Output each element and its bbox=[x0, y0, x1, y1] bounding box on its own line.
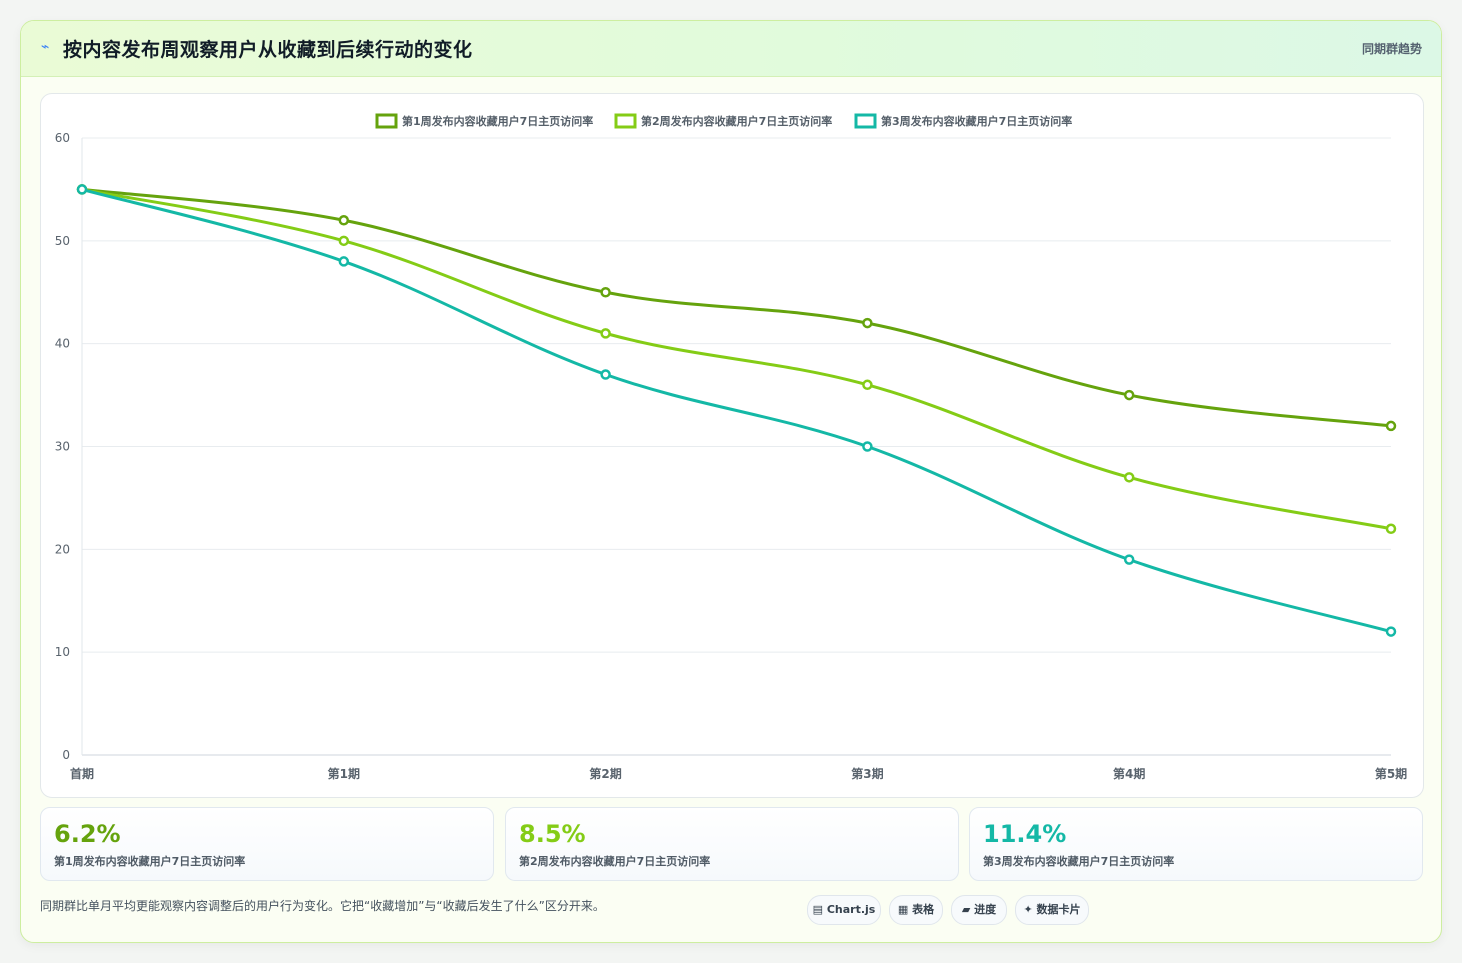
data-point bbox=[76, 184, 88, 195]
card-header: ⌁ 按内容发布周观察用户从收藏到后续行动的变化 同期群趋势 bbox=[21, 21, 1441, 77]
data-point bbox=[338, 215, 350, 226]
data-point bbox=[338, 256, 350, 267]
card-tag: 同期群趋势 bbox=[1361, 42, 1422, 56]
data-point bbox=[1385, 523, 1397, 535]
line-chart: 0 10 20 30 40 50 60 首期 第1期 第2期 第3期 第4期 第5期 第1周发布内容收藏用… bbox=[55, 113, 1407, 781]
data-point bbox=[1123, 554, 1135, 565]
pill-data-cards[interactable]: ✦ 数据卡片 bbox=[1015, 895, 1089, 925]
data-point bbox=[1123, 472, 1135, 483]
x-tick-label: 第1期 bbox=[328, 766, 360, 781]
x-tick-label: 第5期 bbox=[1375, 766, 1407, 781]
x-tick-label: 第4期 bbox=[1113, 766, 1145, 781]
data-point bbox=[1385, 626, 1397, 637]
data-point bbox=[862, 441, 873, 452]
legend-label: 第3周发布内容收藏用户7日主页访问率 bbox=[881, 114, 1072, 128]
data-point bbox=[862, 317, 873, 329]
stat-label: 第1周发布内容收藏用户7日主页访问率 bbox=[54, 855, 246, 868]
legend-label: 第2周发布内容收藏用户7日主页访问率 bbox=[641, 114, 832, 128]
y-tick-label: 40 bbox=[55, 337, 70, 351]
data-point bbox=[1123, 389, 1135, 401]
data-point bbox=[338, 235, 350, 247]
stat-card-3: 11.4% 第3周发布内容收藏用户7日主页访问率 bbox=[969, 807, 1423, 881]
y-tick-label: 20 bbox=[55, 542, 70, 556]
y-tick-label: 30 bbox=[55, 440, 70, 454]
y-tick-label: 50 bbox=[55, 234, 70, 248]
legend-label: 第1周发布内容收藏用户7日主页访问率 bbox=[402, 114, 593, 128]
legend-swatch bbox=[375, 113, 398, 129]
stat-label: 第3周发布内容收藏用户7日主页访问率 bbox=[983, 855, 1175, 868]
x-tick-label: 首期 bbox=[70, 766, 94, 781]
footnote: 同期群比单月平均更能观察内容调整后的用户行为变化。它把“收藏增加”与“收藏后发生… bbox=[40, 899, 605, 913]
pill-table[interactable]: ▦ 表格 bbox=[889, 895, 943, 925]
stat-value: 6.2% bbox=[54, 820, 121, 848]
series-line-1 bbox=[81, 187, 1392, 428]
data-point bbox=[1385, 420, 1397, 432]
stat-value: 8.5% bbox=[519, 820, 586, 848]
series-line-2 bbox=[81, 187, 1392, 531]
stat-label: 第2周发布内容收藏用户7日主页访问率 bbox=[519, 855, 711, 868]
series-line-3 bbox=[81, 187, 1392, 634]
legend-swatch bbox=[614, 113, 637, 129]
y-tick-label: 10 bbox=[55, 645, 70, 659]
pill-chartjs[interactable]: ▤ Chart.js bbox=[807, 895, 881, 925]
stat-value: 11.4% bbox=[983, 820, 1067, 848]
data-point bbox=[600, 287, 611, 298]
legend-swatch bbox=[854, 113, 877, 129]
x-tick-label: 第2期 bbox=[589, 766, 621, 781]
data-point bbox=[600, 328, 611, 339]
chart-container: 0 10 20 30 40 50 60 首期 第1期 第2期 第3期 第4期 第5期 第1周发布内容收藏用… bbox=[40, 93, 1424, 798]
data-point bbox=[862, 379, 873, 391]
y-tick-label: 60 bbox=[55, 131, 70, 145]
pill-progress[interactable]: ▰ 进度 bbox=[951, 895, 1007, 925]
y-tick-label: 0 bbox=[62, 748, 70, 762]
x-tick-label: 第3期 bbox=[851, 766, 883, 781]
data-point bbox=[600, 369, 611, 380]
stat-card-2: 8.5% 第2周发布内容收藏用户7日主页访问率 bbox=[505, 807, 959, 881]
cohort-card: ⌁ 按内容发布周观察用户从收藏到后续行动的变化 同期群趋势 0 10 20 30 40 5… bbox=[20, 20, 1442, 943]
stat-card-1: 6.2% 第1周发布内容收藏用户7日主页访问率 bbox=[40, 807, 494, 881]
trend-line-icon: ⌁ bbox=[41, 39, 50, 55]
card-title: 按内容发布周观察用户从收藏到后续行动的变化 bbox=[63, 39, 473, 61]
